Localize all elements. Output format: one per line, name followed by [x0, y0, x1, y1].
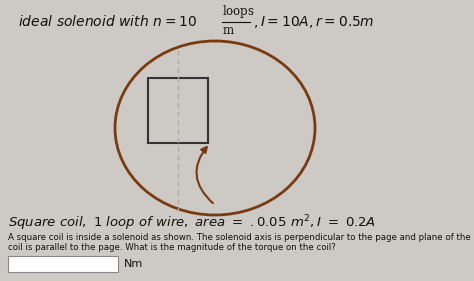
Text: Nm: Nm	[124, 259, 143, 269]
Text: A square coil is inside a solenoid as shown. The solenoid axis is perpendicular : A square coil is inside a solenoid as sh…	[8, 233, 471, 242]
Bar	[8, 256, 118, 272]
Text: $\it{ideal\ solenoid\ with\ n}$$= 10$: $\it{ideal\ solenoid\ with\ n}$$= 10$	[18, 15, 197, 30]
Text: $\mathregular{m}$: $\mathregular{m}$	[222, 24, 235, 37]
Text: coil is parallel to the page. What is the magnitude of the torque on the coil?: coil is parallel to the page. What is th…	[8, 243, 336, 252]
Text: $\it{Square\ coil,\ 1\ loop\ of\ wire,\ area\ =\ .0.05\ m^2,I\ =\ 0.2A}$: $\it{Square\ coil,\ 1\ loop\ of\ wire,\ …	[8, 213, 376, 233]
Text: $\mathregular{loops}$: $\mathregular{loops}$	[222, 3, 255, 20]
FancyArrowPatch shape	[196, 147, 213, 203]
Text: $\it{,I = 10A,r = 0.5m}$: $\it{,I = 10A,r = 0.5m}$	[253, 14, 374, 30]
Bar	[148, 78, 208, 143]
